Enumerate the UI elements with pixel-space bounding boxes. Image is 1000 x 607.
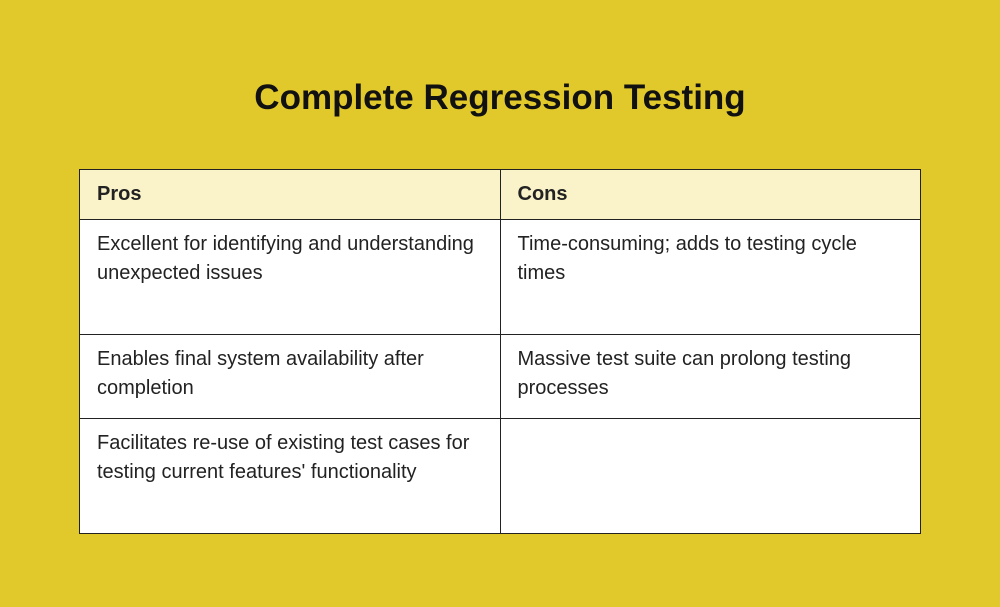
cons-cell: Time-consuming; adds to testing cycle ti…: [499, 219, 921, 335]
header-cons: Cons: [499, 169, 921, 220]
table-row: Excellent for identifying and understand…: [79, 219, 921, 335]
table-row: Enables final system availability after …: [79, 334, 921, 419]
pros-cell: Enables final system availability after …: [79, 334, 501, 419]
table-header-row: Pros Cons: [79, 169, 921, 220]
table-row: Facilitates re-use of existing test case…: [79, 418, 921, 534]
page-title: Complete Regression Testing: [254, 78, 746, 117]
cons-cell: Massive test suite can prolong testing p…: [499, 334, 921, 419]
pros-cell: Facilitates re-use of existing test case…: [79, 418, 501, 534]
pros-cons-table: Pros Cons Excellent for identifying and …: [79, 169, 921, 534]
cons-cell: [499, 418, 921, 534]
header-pros: Pros: [79, 169, 501, 220]
pros-cell: Excellent for identifying and understand…: [79, 219, 501, 335]
